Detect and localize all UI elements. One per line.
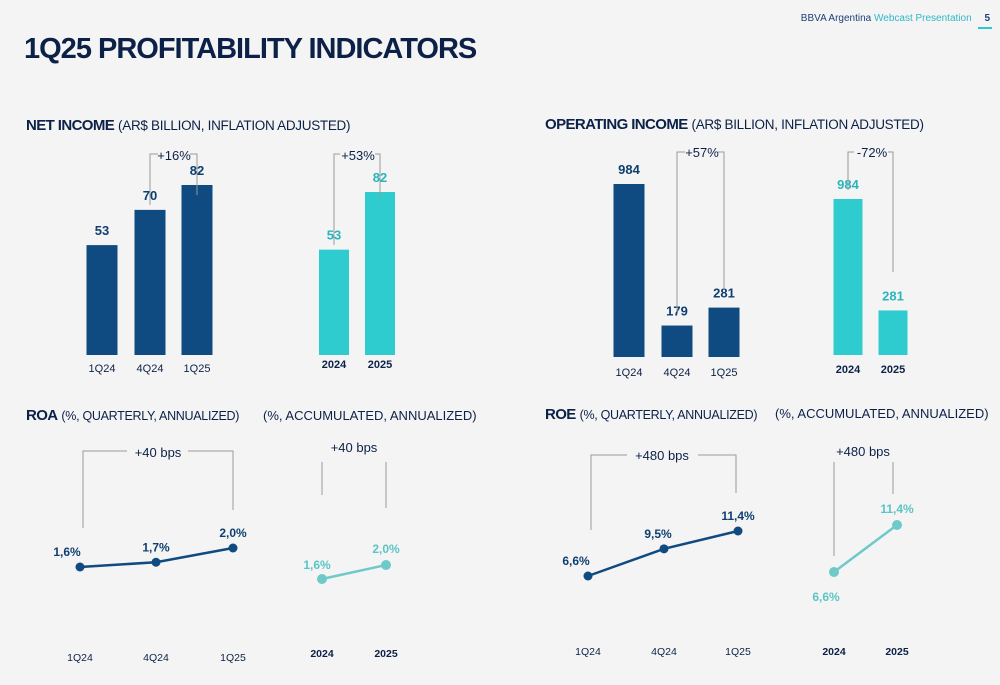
tick-label-1q24: 1Q24 <box>67 652 93 664</box>
roa-title: ROA <box>26 407 58 424</box>
tick-label-2024: 2024 <box>822 646 846 658</box>
tick-label-1q24: 1Q24 <box>575 646 601 658</box>
annotation-label: +57% <box>685 145 719 160</box>
bar-2024 <box>319 249 349 355</box>
tick-label-2024: 2024 <box>836 364 861 376</box>
annotation-label: -72% <box>857 145 888 160</box>
annotation-bracket <box>590 454 627 530</box>
data-point-1q24 <box>75 562 85 572</box>
tick-label-2025: 2025 <box>881 364 905 376</box>
data-point-1q25 <box>228 543 238 553</box>
bar-4q24 <box>661 325 693 357</box>
page-number-underline <box>978 27 992 29</box>
data-label-1q24: 984 <box>618 162 640 177</box>
operating-income-subtitle: (AR$ BILLION, INFLATION ADJUSTED) <box>691 117 924 132</box>
annotation-bracket <box>847 151 854 190</box>
bar-1q24 <box>86 245 118 355</box>
data-point-4q24 <box>151 557 161 567</box>
bar-1q25 <box>181 185 213 355</box>
tick-label-2024: 2024 <box>310 648 334 660</box>
page-number: 5 <box>984 13 990 24</box>
annotation-bracket <box>149 153 158 205</box>
annotation-bracket <box>375 153 381 198</box>
data-label-1q25: 2,0% <box>219 526 247 540</box>
tick-label-2024: 2024 <box>322 359 347 371</box>
annotation-bracket <box>188 450 234 510</box>
tick-label-2025: 2025 <box>374 648 398 660</box>
tick-label-1q24: 1Q24 <box>89 363 116 375</box>
annotation-bracket <box>333 153 340 245</box>
tick-label-4q24: 4Q24 <box>651 646 677 658</box>
tick-label-1q25: 1Q25 <box>184 363 211 375</box>
page-title: 1Q25 PROFITABILITY INDICATORS <box>24 33 477 65</box>
bar-2024 <box>833 199 863 355</box>
data-label-2025: 2,0% <box>372 542 400 556</box>
data-label-1q25: 281 <box>713 286 735 301</box>
net-income-subtitle: (AR$ BILLION, INFLATION ADJUSTED) <box>118 118 351 133</box>
bar-1q25 <box>708 307 740 357</box>
roa-heading: ROA (%, QUARTERLY, ANNUALIZED) <box>26 407 239 424</box>
roe-subtitle: (%, QUARTERLY, ANNUALIZED) <box>579 408 758 422</box>
roe-accumulated-subtitle: (%, ACCUMULATED, ANNUALIZED) <box>775 406 989 421</box>
annotation-bracket <box>676 151 685 312</box>
data-point-2024 <box>829 567 839 577</box>
roa-subtitle: (%, QUARTERLY, ANNUALIZED) <box>61 409 240 423</box>
annotation-label: +40 bps <box>135 445 182 460</box>
data-point-1q25 <box>733 526 743 536</box>
presentation-header: BBVA Argentina Webcast Presentation 5 <box>801 13 990 24</box>
bar-2025 <box>365 192 395 355</box>
annotation-bracket <box>718 151 725 290</box>
data-label-1q25: 11,4% <box>721 509 755 523</box>
tick-label-4q24: 4Q24 <box>664 367 691 379</box>
roe-heading: ROE (%, QUARTERLY, ANNUALIZED) <box>545 406 758 423</box>
brand-name: BBVA Argentina <box>800 13 872 24</box>
tick-label-1q24: 1Q24 <box>616 367 643 379</box>
data-label-1q24: 1,6% <box>53 545 81 559</box>
data-label-2024: 6,6% <box>812 590 840 604</box>
operating-income-heading: OPERATING INCOME (AR$ BILLION, INFLATION… <box>545 116 924 133</box>
series-line <box>321 563 387 581</box>
annotation-label: +53% <box>341 148 375 163</box>
data-label-1q24: 6,6% <box>562 554 590 568</box>
annotation-bracket <box>82 450 127 528</box>
tick-label-1q25: 1Q25 <box>725 646 751 658</box>
bar-1q24 <box>613 184 645 357</box>
roe-title: ROE <box>545 406 576 423</box>
annotation-label: +16% <box>157 148 191 163</box>
data-point-1q24 <box>583 571 593 581</box>
annotation-label: +40 bps <box>331 440 378 455</box>
presentation-name: Webcast Presentation <box>874 13 972 24</box>
annotation-bracket <box>698 454 737 493</box>
data-label-4q24: 9,5% <box>644 527 672 541</box>
tick-label-2025: 2025 <box>885 646 909 658</box>
series-line <box>833 523 898 574</box>
data-point-2024 <box>317 574 327 584</box>
tick-label-1q25: 1Q25 <box>711 367 738 379</box>
data-label-2024: 1,6% <box>303 558 331 572</box>
tick-label-4q24: 4Q24 <box>137 363 164 375</box>
operating-income-title: OPERATING INCOME <box>545 116 688 133</box>
tick-label-1q25: 1Q25 <box>220 652 246 664</box>
tick-label-2025: 2025 <box>368 359 392 371</box>
bar-2025 <box>878 310 908 355</box>
data-label-4q24: 1,7% <box>142 540 170 554</box>
roa-accumulated-subtitle: (%, ACCUMULATED, ANNUALIZED) <box>263 408 477 423</box>
annotation-label: +480 bps <box>635 448 689 463</box>
bar-4q24 <box>134 209 166 355</box>
tick-label-4q24: 4Q24 <box>143 652 169 664</box>
net-income-heading: NET INCOME (AR$ BILLION, INFLATION ADJUS… <box>26 117 351 134</box>
annotation-bracket <box>888 151 894 272</box>
annotation-label: +480 bps <box>836 444 890 459</box>
data-point-2025 <box>381 560 391 570</box>
data-label-2025: 11,4% <box>880 502 914 516</box>
data-label-1q24: 53 <box>95 223 109 238</box>
data-point-4q24 <box>659 544 669 554</box>
data-point-2025 <box>892 520 902 530</box>
data-label-2025: 281 <box>882 288 904 303</box>
net-income-title: NET INCOME <box>26 117 115 134</box>
annotation-bracket <box>190 153 198 195</box>
